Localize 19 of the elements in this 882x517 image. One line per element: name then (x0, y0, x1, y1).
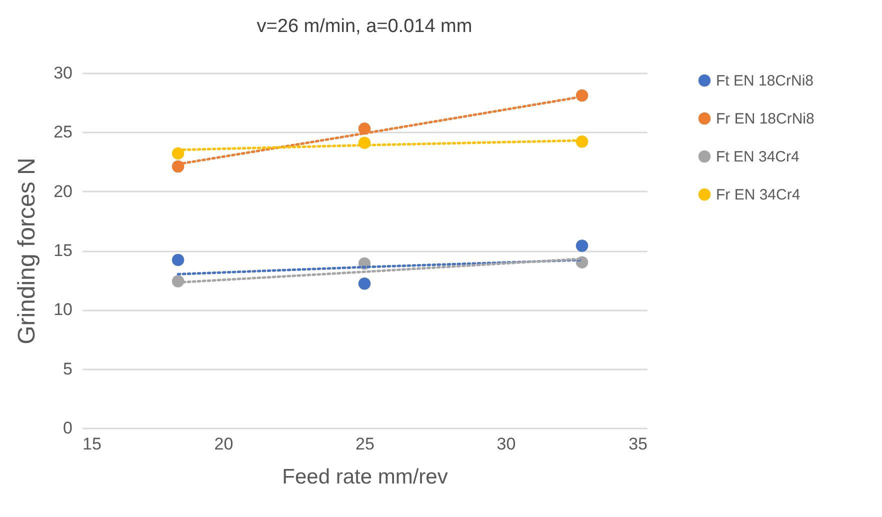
x-tick-label: 35 (628, 434, 648, 454)
legend-label: Fr EN 34Cr4 (716, 186, 800, 204)
x-axis-title: Feed rate mm/rev (282, 466, 448, 488)
legend-label: Ft EN 34Cr4 (716, 148, 800, 166)
y-tick-label: 30 (54, 64, 72, 82)
y-tick-label: 15 (54, 241, 72, 260)
y-tick-label: 25 (54, 122, 72, 142)
y-tick-label: 10 (54, 300, 72, 320)
x-tick-label: 15 (82, 434, 102, 454)
y-tick-label: 0 (63, 418, 72, 438)
legend-label: Ft EN 18CrNi8 (716, 72, 814, 90)
x-tick-label: 30 (496, 434, 516, 454)
y-axis-title: Grinding forces N (14, 158, 41, 344)
x-tick-label: 25 (356, 434, 374, 454)
legend-label: Fr EN 18CrNi8 (716, 110, 814, 128)
chart-title: v=26 m/min, a=0.014 mm (256, 16, 472, 37)
y-tick-label: 5 (63, 359, 72, 378)
y-tick-label: 20 (54, 182, 72, 201)
x-tick-label: 20 (214, 434, 234, 454)
